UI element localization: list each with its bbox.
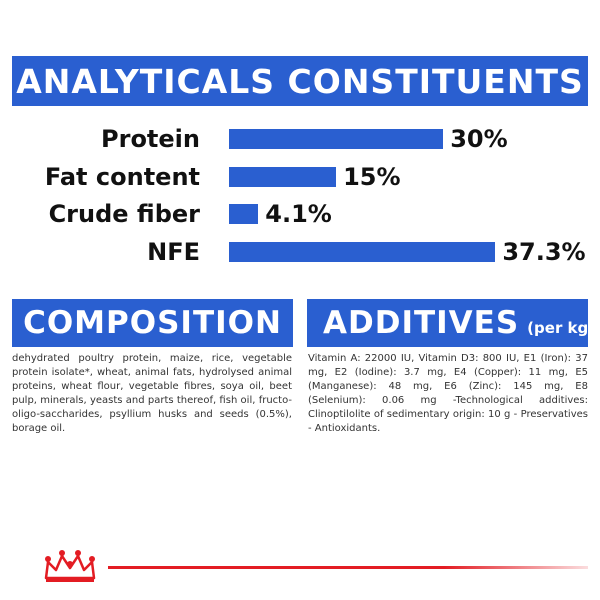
constituent-label: Fat content	[44, 163, 200, 191]
analyticals-banner: ANALYTICALS CONSTITUENTS	[12, 56, 588, 106]
constituent-label: Protein	[101, 125, 200, 153]
constituent-bar	[229, 167, 337, 187]
additives-text: Vitamin A: 22000 IU, Vitamin D3: 800 IU,…	[308, 353, 588, 434]
analyticals-title: ANALYTICALS CONSTITUENTS	[16, 61, 584, 101]
constituent-value: 30%	[450, 125, 508, 153]
constituent-value: 4.1%	[265, 200, 332, 228]
constituent-value: 15%	[343, 163, 401, 191]
constituent-label: Crude fiber	[48, 200, 200, 228]
composition-title: COMPOSITION	[23, 305, 282, 341]
constituent-label: NFE	[147, 238, 200, 266]
constituent-bar	[229, 204, 259, 224]
composition-text: dehydrated poultry protein, maize, rice,…	[12, 353, 292, 434]
composition-banner: COMPOSITION	[12, 299, 293, 347]
additives-title: ADDITIVES	[323, 305, 520, 341]
constituent-value: 37.3%	[502, 238, 586, 266]
royal-crown-logo-icon	[44, 550, 96, 582]
additives-subtitle: (per kg)	[527, 319, 596, 337]
constituent-row-protein: Protein 30%	[0, 121, 600, 157]
constituent-bar	[229, 129, 444, 149]
constituent-row-fat: Fat content 15%	[0, 159, 600, 195]
constituent-row-nfe: NFE 37.3%	[0, 234, 600, 270]
additives-banner: ADDITIVES (per kg)	[307, 299, 595, 347]
footer-divider	[108, 566, 588, 569]
constituent-bar	[229, 242, 496, 262]
constituent-row-fiber: Crude fiber 4.1%	[0, 196, 600, 232]
